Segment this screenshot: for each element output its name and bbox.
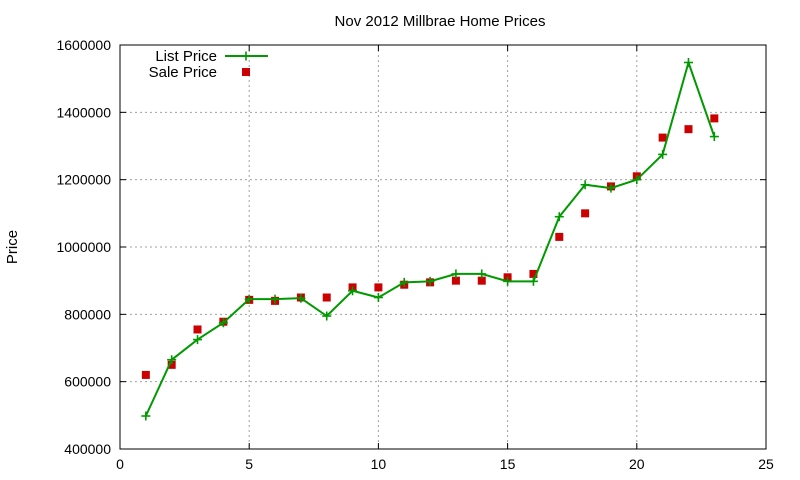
list-price-point	[503, 276, 513, 286]
list-price-point	[683, 58, 693, 68]
x-tick-label: 25	[758, 456, 774, 472]
sale-price-point	[658, 133, 667, 142]
y-axis-label: Price	[4, 230, 21, 264]
list-price-point	[606, 183, 616, 193]
y-tick-label: 1400000	[56, 104, 111, 120]
sale-price-point	[684, 125, 693, 134]
sale-price-point	[477, 276, 486, 285]
plot-border	[119, 44, 767, 450]
y-tick-label: 800000	[64, 306, 111, 322]
list-price-point	[296, 293, 306, 303]
y-tick-label: 600000	[64, 374, 111, 390]
list-price-point	[425, 276, 435, 286]
sale-price-point	[555, 232, 564, 241]
axis-ticks: 0 5 10 15 20 25 400000 600000 800000 1000000 12000…	[56, 37, 774, 472]
legend-label-list-price: List Price	[155, 48, 217, 65]
sale-price-point	[451, 276, 460, 285]
list-price-point	[477, 269, 487, 279]
list-price-line	[144, 59, 716, 417]
y-tick-label: 1200000	[56, 172, 111, 188]
list-price-point	[528, 276, 538, 286]
list-price-point	[244, 294, 254, 304]
list-price-point	[580, 180, 590, 190]
legend-marker-list-price	[241, 51, 251, 61]
x-tick-label: 15	[500, 456, 516, 472]
sale-price-point	[374, 283, 383, 292]
chart-title: Nov 2012 Millbrae Home Prices	[335, 13, 546, 30]
sale-price-point	[141, 370, 150, 379]
list-price-point	[554, 212, 564, 222]
y-tick-label: 400000	[64, 441, 111, 457]
list-price-point	[658, 149, 668, 159]
y-tick-label: 1000000	[56, 239, 111, 255]
series-layer	[141, 58, 719, 421]
legend-label-sale-price: Sale Price	[149, 64, 217, 81]
list-price-point	[193, 335, 203, 345]
x-tick-label: 5	[245, 456, 253, 472]
sale-price-point	[529, 269, 538, 278]
x-tick-label: 10	[371, 456, 387, 472]
list-price-point	[270, 294, 280, 304]
legend: List Price Sale Price	[149, 48, 268, 81]
list-price-point	[167, 355, 177, 365]
y-tick-label: 1600000	[56, 37, 111, 53]
x-tick-label: 0	[116, 456, 124, 472]
list-price-point	[632, 175, 642, 185]
sale-price-point	[193, 325, 202, 334]
legend-marker-sale-price	[242, 68, 250, 76]
list-price-point	[218, 318, 228, 328]
list-price-point	[709, 132, 719, 142]
list-price-point	[141, 411, 151, 421]
list-price-point	[322, 311, 332, 321]
sale-price-point	[710, 114, 719, 123]
list-price-point	[373, 293, 383, 302]
grid	[120, 45, 766, 449]
sale-price-point	[322, 293, 331, 302]
x-tick-label: 20	[629, 456, 645, 472]
list-price-point	[348, 286, 358, 296]
sale-price-point	[167, 360, 176, 369]
list-price-point	[451, 269, 461, 279]
list-price-point	[399, 277, 409, 287]
sale-price-point	[581, 209, 590, 218]
